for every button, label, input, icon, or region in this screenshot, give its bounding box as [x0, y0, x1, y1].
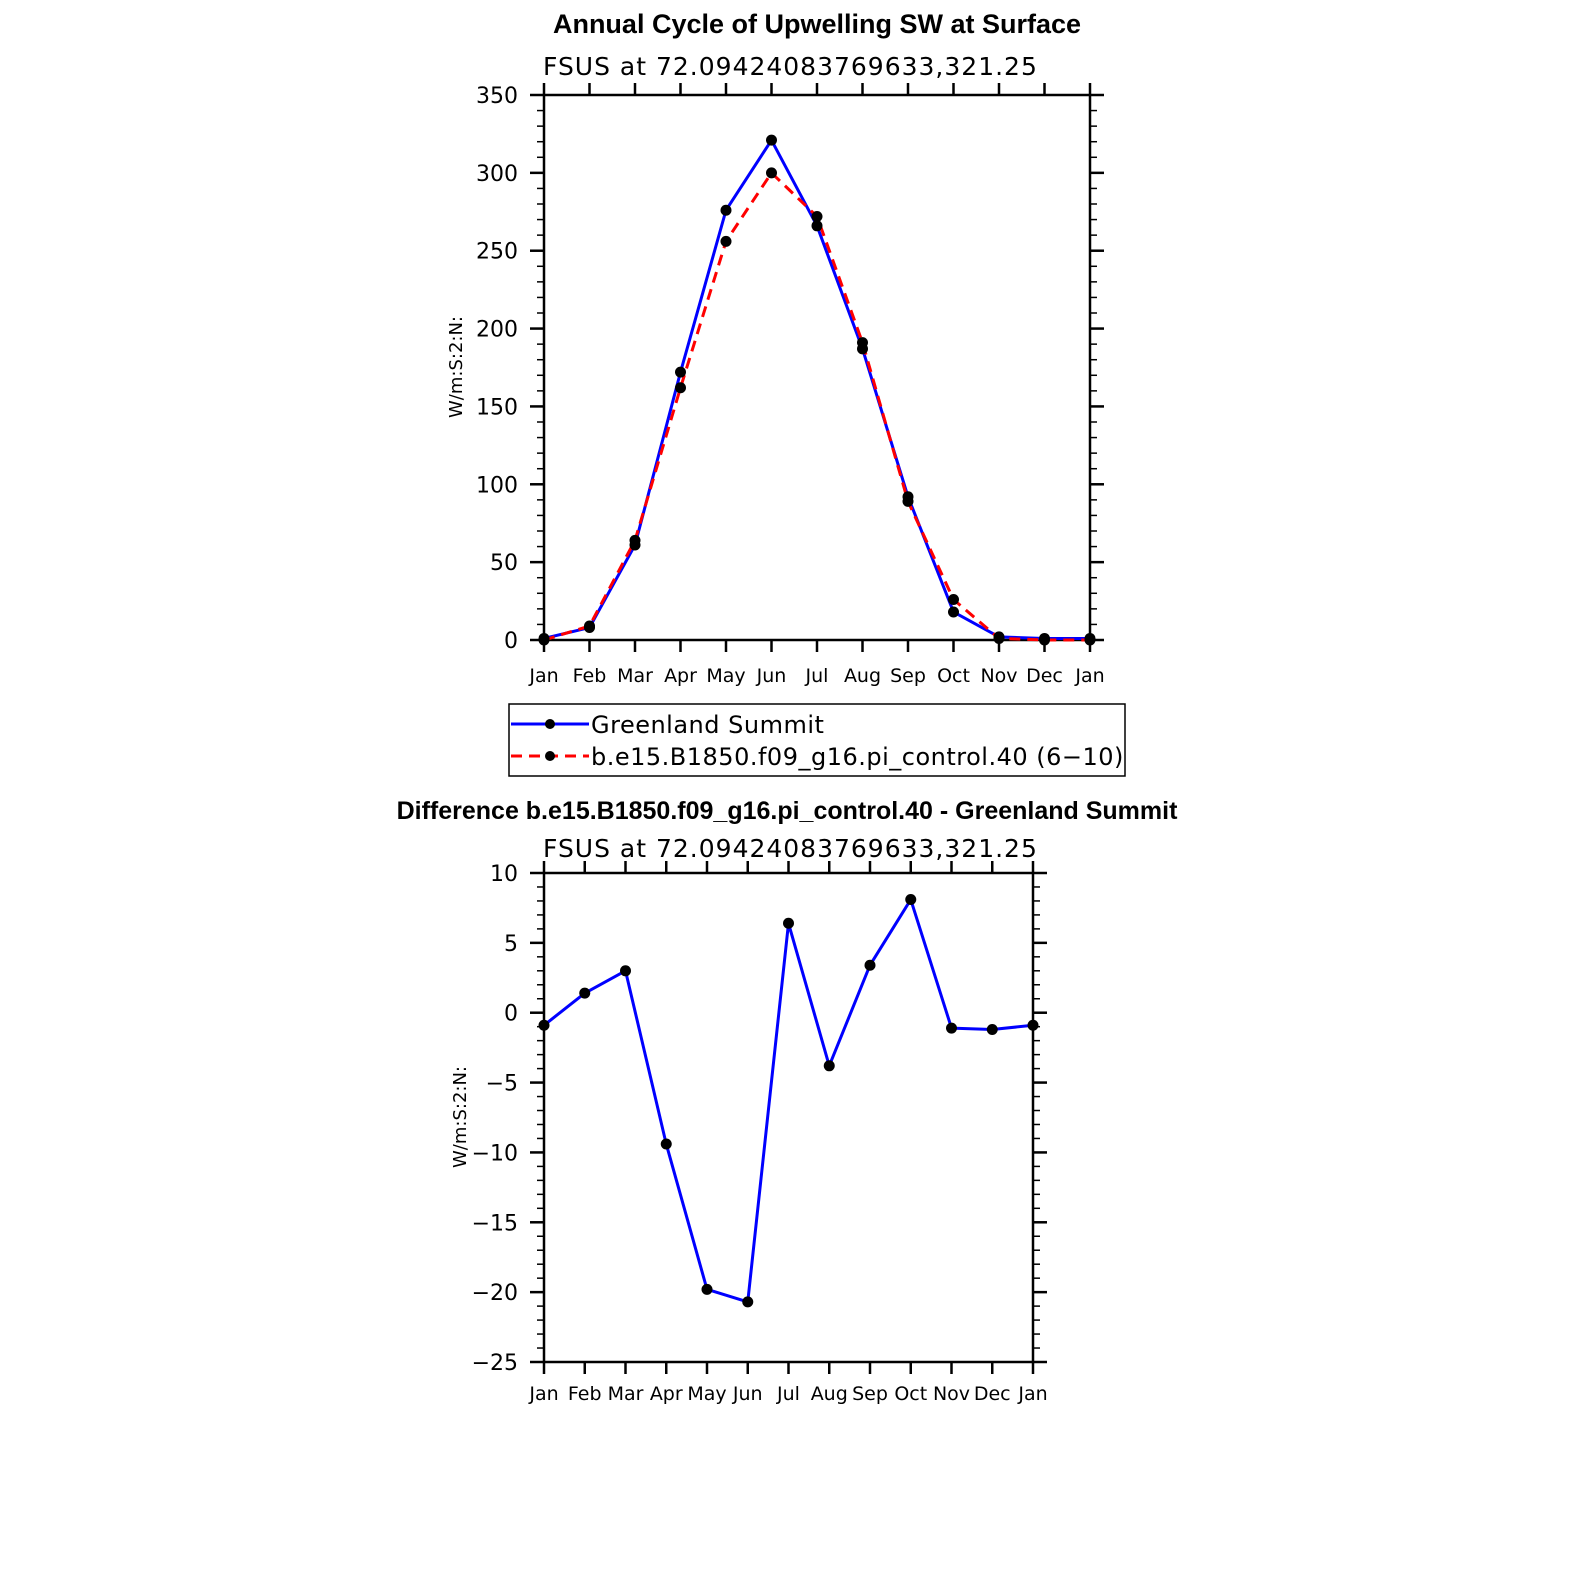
chart1-xtick-label: Jan: [528, 665, 558, 687]
chart2-ytick-label: −20: [472, 1281, 518, 1306]
chart1-ytick-label: 100: [476, 473, 518, 498]
chart2-series-1-point: [946, 1022, 957, 1034]
chart1-series-1-point: [675, 366, 686, 378]
chart2-xtick-label: Apr: [650, 1383, 683, 1405]
legend-marker-series-2: [545, 751, 555, 761]
chart1-series-2-point: [902, 495, 914, 507]
chart2-series-1-point: [538, 1019, 550, 1031]
chart2-series-1-point: [701, 1283, 713, 1295]
chart1-xtick-label: Feb: [573, 665, 607, 687]
chart2-xtick-label: Jan: [528, 1383, 558, 1405]
chart2-ytick-label: −5: [486, 1072, 518, 1097]
chart1-ytick-label: 50: [490, 551, 518, 576]
chart1-xtick-label: Jun: [756, 665, 787, 687]
chart2-series-1-point: [783, 917, 794, 929]
chart1-xtick-label: Mar: [617, 665, 653, 687]
chart1-xtick-label: May: [706, 665, 745, 687]
chart1-title: Annual Cycle of Upwelling SW at Surface: [553, 9, 1081, 39]
chart2-xtick-label: Aug: [811, 1383, 848, 1405]
chart2-series-1-point: [905, 894, 917, 906]
chart2-plot-frame: [542, 871, 1035, 1364]
chart2-ylabel: W/m:S:2:N:: [450, 1066, 471, 1168]
chart2-series-1-line: [543, 898, 1034, 1304]
chart2-ytick-label: −10: [472, 1141, 518, 1166]
chart1-series-2-point: [993, 632, 1005, 644]
chart2-ytick-label: −15: [472, 1211, 518, 1236]
chart1-xtick-label: Oct: [937, 665, 970, 687]
chart1-ytick-label: 150: [476, 395, 518, 420]
chart1-series-2-point: [1039, 634, 1050, 646]
legend-marker-series-1: [545, 719, 555, 729]
chart2-xtick-label: Jun: [732, 1383, 763, 1405]
chart1-xtick-label: Nov: [980, 665, 1017, 687]
chart2-xtick-label: Mar: [608, 1383, 644, 1405]
chart1-series-1-point: [720, 204, 732, 216]
chart1-ytick-label: 0: [504, 629, 518, 654]
chart2-series-1-point: [579, 987, 591, 999]
chart2-subtitle: FSUS at 72.09424083769633,321.25: [543, 834, 1038, 863]
chart2-series-1-point: [620, 965, 631, 977]
chart2-series-1-point: [986, 1023, 998, 1035]
chart1-xtick-label: Dec: [1026, 665, 1063, 687]
chart2-series-1-point: [660, 1138, 672, 1150]
chart2-series-1-point: [1027, 1019, 1039, 1031]
chart2-series-1-point: [823, 1060, 835, 1072]
chart1-series-2-point: [1084, 634, 1096, 646]
legend-label-series-2: b.e15.B1850.f09_g16.pi_control.40 (6−10): [591, 743, 1124, 771]
chart1-ytick-label: 300: [476, 162, 518, 187]
chart2-xtick-label: Feb: [568, 1383, 602, 1405]
chart1-ytick-label: 200: [476, 318, 518, 343]
chart1-series-2-point: [948, 594, 959, 606]
legend: Greenland Summit b.e15.B1850.f09_g16.pi_…: [508, 703, 1126, 777]
chart1-xtick-label: Apr: [664, 665, 697, 687]
chart1-subtitle: FSUS at 72.09424083769633,321.25: [543, 52, 1038, 81]
chart1-series-1-point: [948, 606, 959, 618]
chart2-title: Difference b.e15.B1850.f09_g16.pi_contro…: [397, 797, 1179, 825]
chart2-xtick-label: Nov: [933, 1383, 970, 1405]
chart2-ytick-label: 0: [504, 1002, 518, 1027]
chart2-xtick-label: Jul: [776, 1383, 800, 1405]
chart1-xtick-label: Jul: [805, 665, 829, 687]
chart2-series-1-point: [864, 959, 876, 971]
chart1-series-1-point: [811, 220, 823, 232]
chart2-ytick-label: −25: [472, 1351, 518, 1376]
chart2-xtick-label: Jan: [1017, 1383, 1047, 1405]
chart1-ylabel: W/m:S:2:N:: [446, 316, 467, 418]
chart2-ytick-label: 5: [504, 932, 518, 957]
chart1-series-2-point: [629, 534, 641, 546]
chart1-series-2-point: [857, 337, 868, 349]
chart1-xtick-label: Jan: [1074, 665, 1104, 687]
chart1-series-2-point: [720, 235, 732, 247]
chart1-series-1-point: [766, 134, 777, 146]
chart2-xtick-label: May: [687, 1383, 726, 1405]
chart2-xtick-label: Sep: [852, 1383, 888, 1405]
chart1-ytick-label: 250: [476, 240, 518, 265]
chart1-series-2-point: [811, 210, 823, 222]
chart2-xtick-label: Oct: [894, 1383, 927, 1405]
chart1-xtick-label: Sep: [890, 665, 926, 687]
chart1-plot-frame: [542, 93, 1092, 642]
chart1-xtick-label: Aug: [844, 665, 881, 687]
legend-label-series-1: Greenland Summit: [591, 711, 824, 739]
chart1-series-2-line: [543, 171, 1090, 642]
chart1-series-2-point: [584, 620, 595, 632]
chart2-ytick-label: 10: [490, 862, 518, 887]
chart1-series-2-point: [766, 167, 777, 179]
chart2-series-1-point: [742, 1296, 754, 1308]
chart1-series-2-point: [538, 634, 550, 646]
chart2-xtick-label: Dec: [974, 1383, 1011, 1405]
legend-box: [508, 703, 1126, 777]
chart1-ytick-label: 350: [476, 84, 518, 109]
chart1-series-2-point: [675, 382, 686, 394]
